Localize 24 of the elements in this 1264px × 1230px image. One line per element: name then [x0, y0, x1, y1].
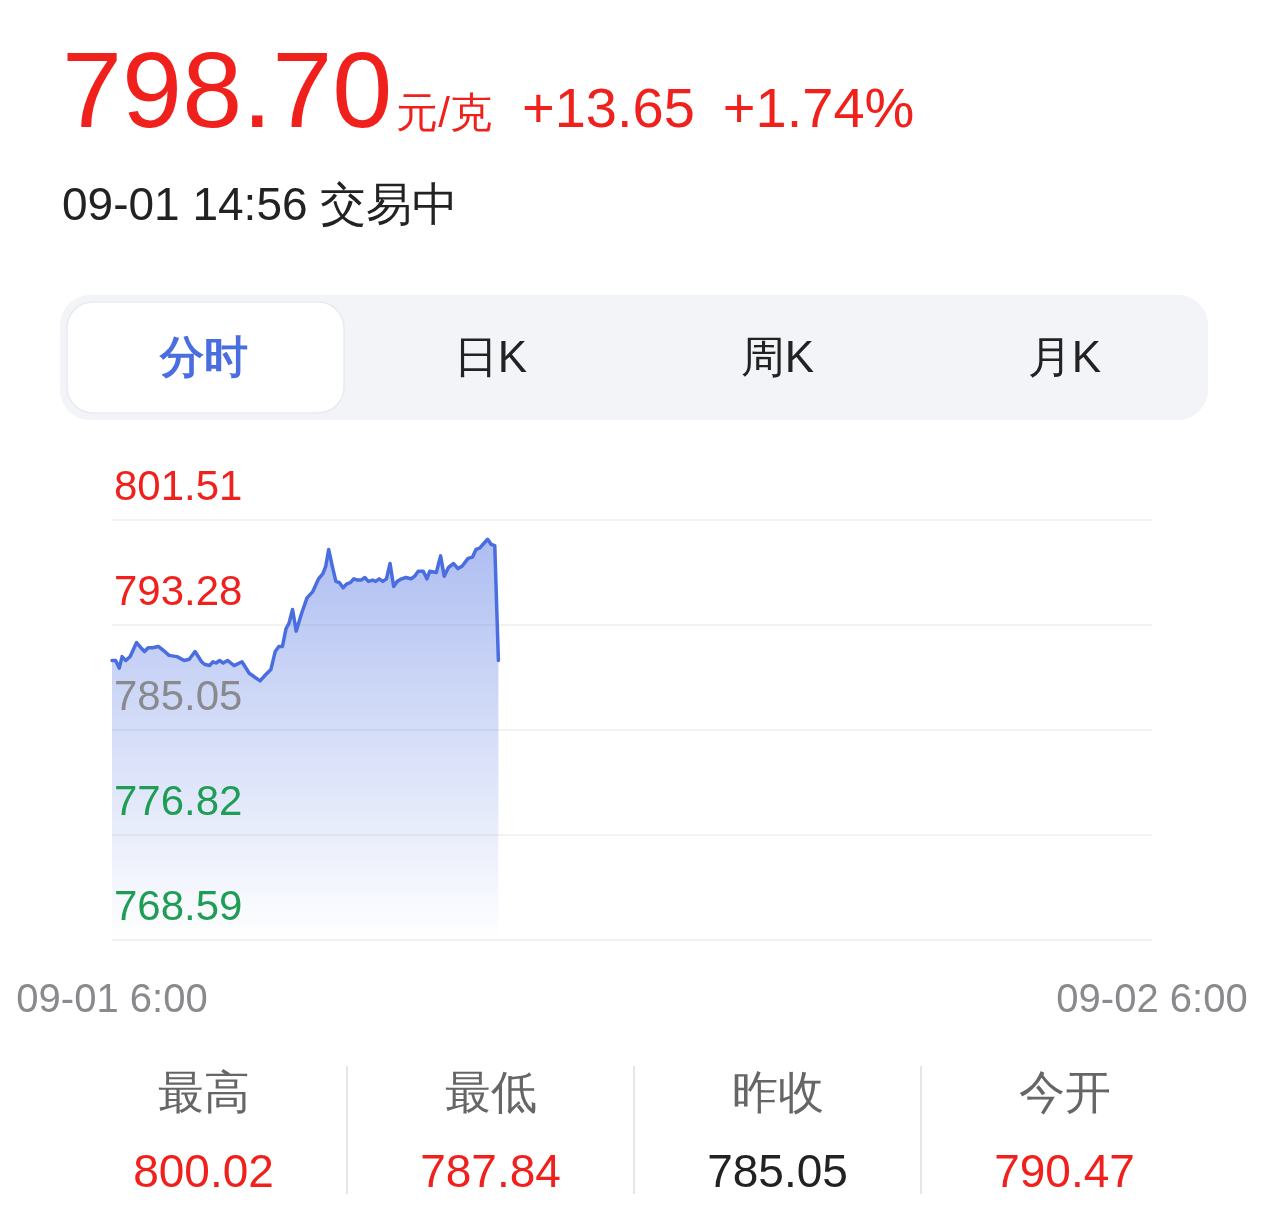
label: 分时 [159, 332, 248, 381]
annotation: +13.65 [522, 76, 695, 139]
stat-label: 最低 [444, 1066, 537, 1118]
ytick: 768.59 [114, 882, 243, 929]
annotation: 元/克 [396, 89, 492, 136]
label: 周K [740, 332, 815, 381]
xtick: 09-02 6:00 [1056, 976, 1248, 1020]
stat-label: 今开 [1018, 1066, 1111, 1118]
stat-value: 785.05 [707, 1145, 848, 1197]
subtitle: 09-01 14:56 交易中 [62, 178, 459, 230]
label: 月K [1027, 332, 1102, 381]
ytick: 785.05 [114, 672, 243, 719]
title: 798.70 [62, 29, 393, 150]
stat-label: 最高 [157, 1066, 250, 1118]
stat-value: 787.84 [420, 1145, 561, 1197]
stat-label: 昨收 [731, 1066, 824, 1118]
stat-value: 790.47 [994, 1145, 1135, 1197]
xtick: 09-01 6:00 [16, 976, 208, 1020]
ytick: 776.82 [114, 777, 243, 824]
annotation: +1.74% [722, 76, 915, 139]
ytick: 801.51 [114, 462, 243, 509]
ytick: 793.28 [114, 567, 243, 614]
stat-value: 800.02 [133, 1145, 274, 1197]
label: 日K [453, 332, 528, 381]
